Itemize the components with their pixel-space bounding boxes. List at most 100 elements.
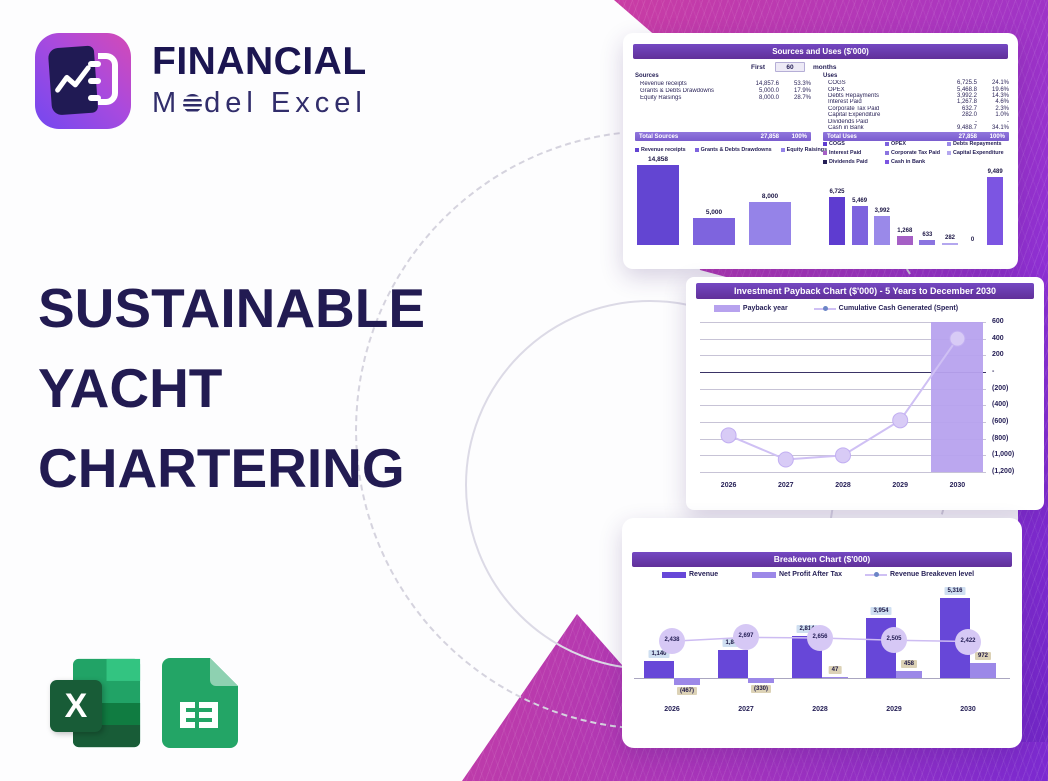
book-icon (47, 45, 99, 116)
total-value: 27,858 (760, 133, 779, 140)
table-row: Revenue receipts 14,857.6 53.3% (635, 80, 811, 87)
row-label: Capital Expenditure (828, 112, 881, 119)
row-value: 8,000.0 (758, 94, 779, 101)
net-profit-bar (896, 671, 922, 678)
period-label-months: months (813, 64, 837, 71)
legend-line-marker (865, 572, 887, 577)
legend-marker (713, 305, 740, 312)
legend-label: OPEX (891, 141, 906, 147)
breakeven-value-label: 2,656 (812, 634, 828, 641)
breakeven-title: Breakeven Chart ($'000) (632, 552, 1012, 567)
row-label: Equity Raisings (640, 94, 682, 101)
google-sheets-icon (160, 658, 238, 753)
row-label: Cash in Bank (828, 124, 864, 131)
row-label: Dividends Paid (828, 118, 869, 125)
net-profit-bar (674, 678, 700, 685)
sources-chart-legend: Revenue receipts Grants & Debts Drawdowns… (635, 147, 827, 153)
total-sources-row: Total Sources 27,858 100% (635, 132, 811, 141)
legend-label: Grants & Debts Drawdowns (700, 147, 772, 153)
legend-item: Revenue receipts (635, 147, 686, 153)
bar (749, 202, 791, 245)
page-title: SUSTAINABLE YACHT CHARTERING (38, 268, 425, 508)
total-label: Total Uses (827, 133, 857, 140)
bar-value-label: 8,000 (761, 193, 779, 200)
legend-marker (823, 142, 827, 146)
page-title-line: SUSTAINABLE (38, 277, 426, 339)
row-label: Corporate Tax Paid (828, 105, 880, 112)
legend-item: Grants & Debts Drawdowns (694, 147, 772, 153)
legend-line-marker (813, 306, 836, 311)
legend-item: Corporate Tax Paid (885, 150, 947, 156)
revenue-bar (644, 661, 674, 678)
legend-item: COGS (823, 141, 885, 147)
legend-label: Net Profit After Tax (779, 571, 843, 578)
list-dash-icon (88, 95, 101, 101)
legend-item: OPEX (885, 141, 947, 147)
x-axis-label: 2030 (949, 482, 966, 489)
breakeven-marker (807, 625, 833, 652)
table-row: Equity Raisings 8,000.0 28.7% (635, 94, 811, 101)
period-label-first: First (751, 64, 766, 71)
bar-value-label: (467) (676, 687, 698, 695)
table-row: OPEX 5,468.8 19.6% (823, 86, 1009, 93)
excel-icon: X (50, 656, 142, 750)
breakeven-value-label: 2,505 (886, 636, 902, 643)
row-value: 3,992.2 (956, 92, 977, 99)
legend-marker (823, 151, 827, 155)
legend-marker (752, 571, 776, 578)
legend-item: Net Profit After Tax (752, 571, 842, 578)
gridline (700, 472, 986, 473)
breakeven-value-label: 2,438 (664, 637, 680, 644)
bar (896, 236, 913, 245)
sources-header: Sources (635, 73, 659, 79)
row-label: OPEX (828, 86, 845, 93)
brand-title: FINANCIAL (152, 40, 367, 83)
uses-header: Uses (823, 73, 838, 79)
legend-label: Revenue receipts (641, 147, 686, 153)
x-axis-line (634, 678, 1010, 679)
row-value: 5,000.0 (758, 87, 779, 94)
legend-marker (947, 151, 951, 155)
bar (942, 243, 958, 245)
bar (874, 216, 891, 245)
bar (829, 197, 845, 245)
row-value: 282.0 (961, 112, 977, 119)
legend-label: Cumulative Cash Generated (Spent) (838, 305, 959, 312)
bar-value-label: 5,000 (705, 209, 723, 216)
bar (637, 165, 679, 245)
trend-line-icon (55, 65, 91, 93)
legend-label: COGS (829, 141, 845, 147)
bar-value-label: 282 (944, 235, 955, 241)
uses-table: COGS 6,725.5 24.1% OPEX 5,468.8 19.6% Debts Re… (823, 80, 1009, 131)
months-input[interactable]: 60 (775, 62, 805, 72)
x-axis-label: 2028 (835, 482, 851, 489)
breakeven-marker (955, 628, 981, 655)
axis-tick: (400) (992, 401, 1009, 409)
row-label: COGS (828, 80, 846, 87)
legend-label: Payback year (742, 305, 788, 312)
row-value: - (975, 118, 977, 125)
total-pct: 100% (989, 133, 1005, 140)
bar-value-label: 5,316 (944, 587, 966, 595)
sources-uses-card: Sources and Uses ($'000) First 60 months… (623, 33, 1018, 269)
legend-item: Interest Paid (823, 150, 885, 156)
x-axis-label: 2026 (720, 482, 737, 489)
legend-label: Interest Paid (829, 150, 862, 156)
breakeven-marker (659, 628, 685, 655)
legend-item: Revenue (662, 571, 718, 578)
bar-value-label: 3,954 (870, 607, 892, 615)
uses-chart-legend: COGS OPEX Debts Repayments Interest Paid Cor… (823, 141, 1009, 165)
legend-marker (635, 148, 639, 152)
bar-value-label: 3,992 (874, 208, 890, 214)
row-pct: 19.6% (991, 86, 1009, 93)
row-pct: 2.3% (995, 105, 1009, 112)
revenue-bar (718, 650, 748, 678)
data-point-marker (892, 412, 909, 429)
bar-value-label: 2,814 (796, 625, 818, 633)
bracket-icon (98, 53, 118, 105)
row-pct: 1.0% (995, 112, 1009, 119)
row-value: 14,857.6 (755, 80, 779, 87)
sources-table: Revenue receipts 14,857.6 53.3% Grants & De… (635, 80, 811, 101)
